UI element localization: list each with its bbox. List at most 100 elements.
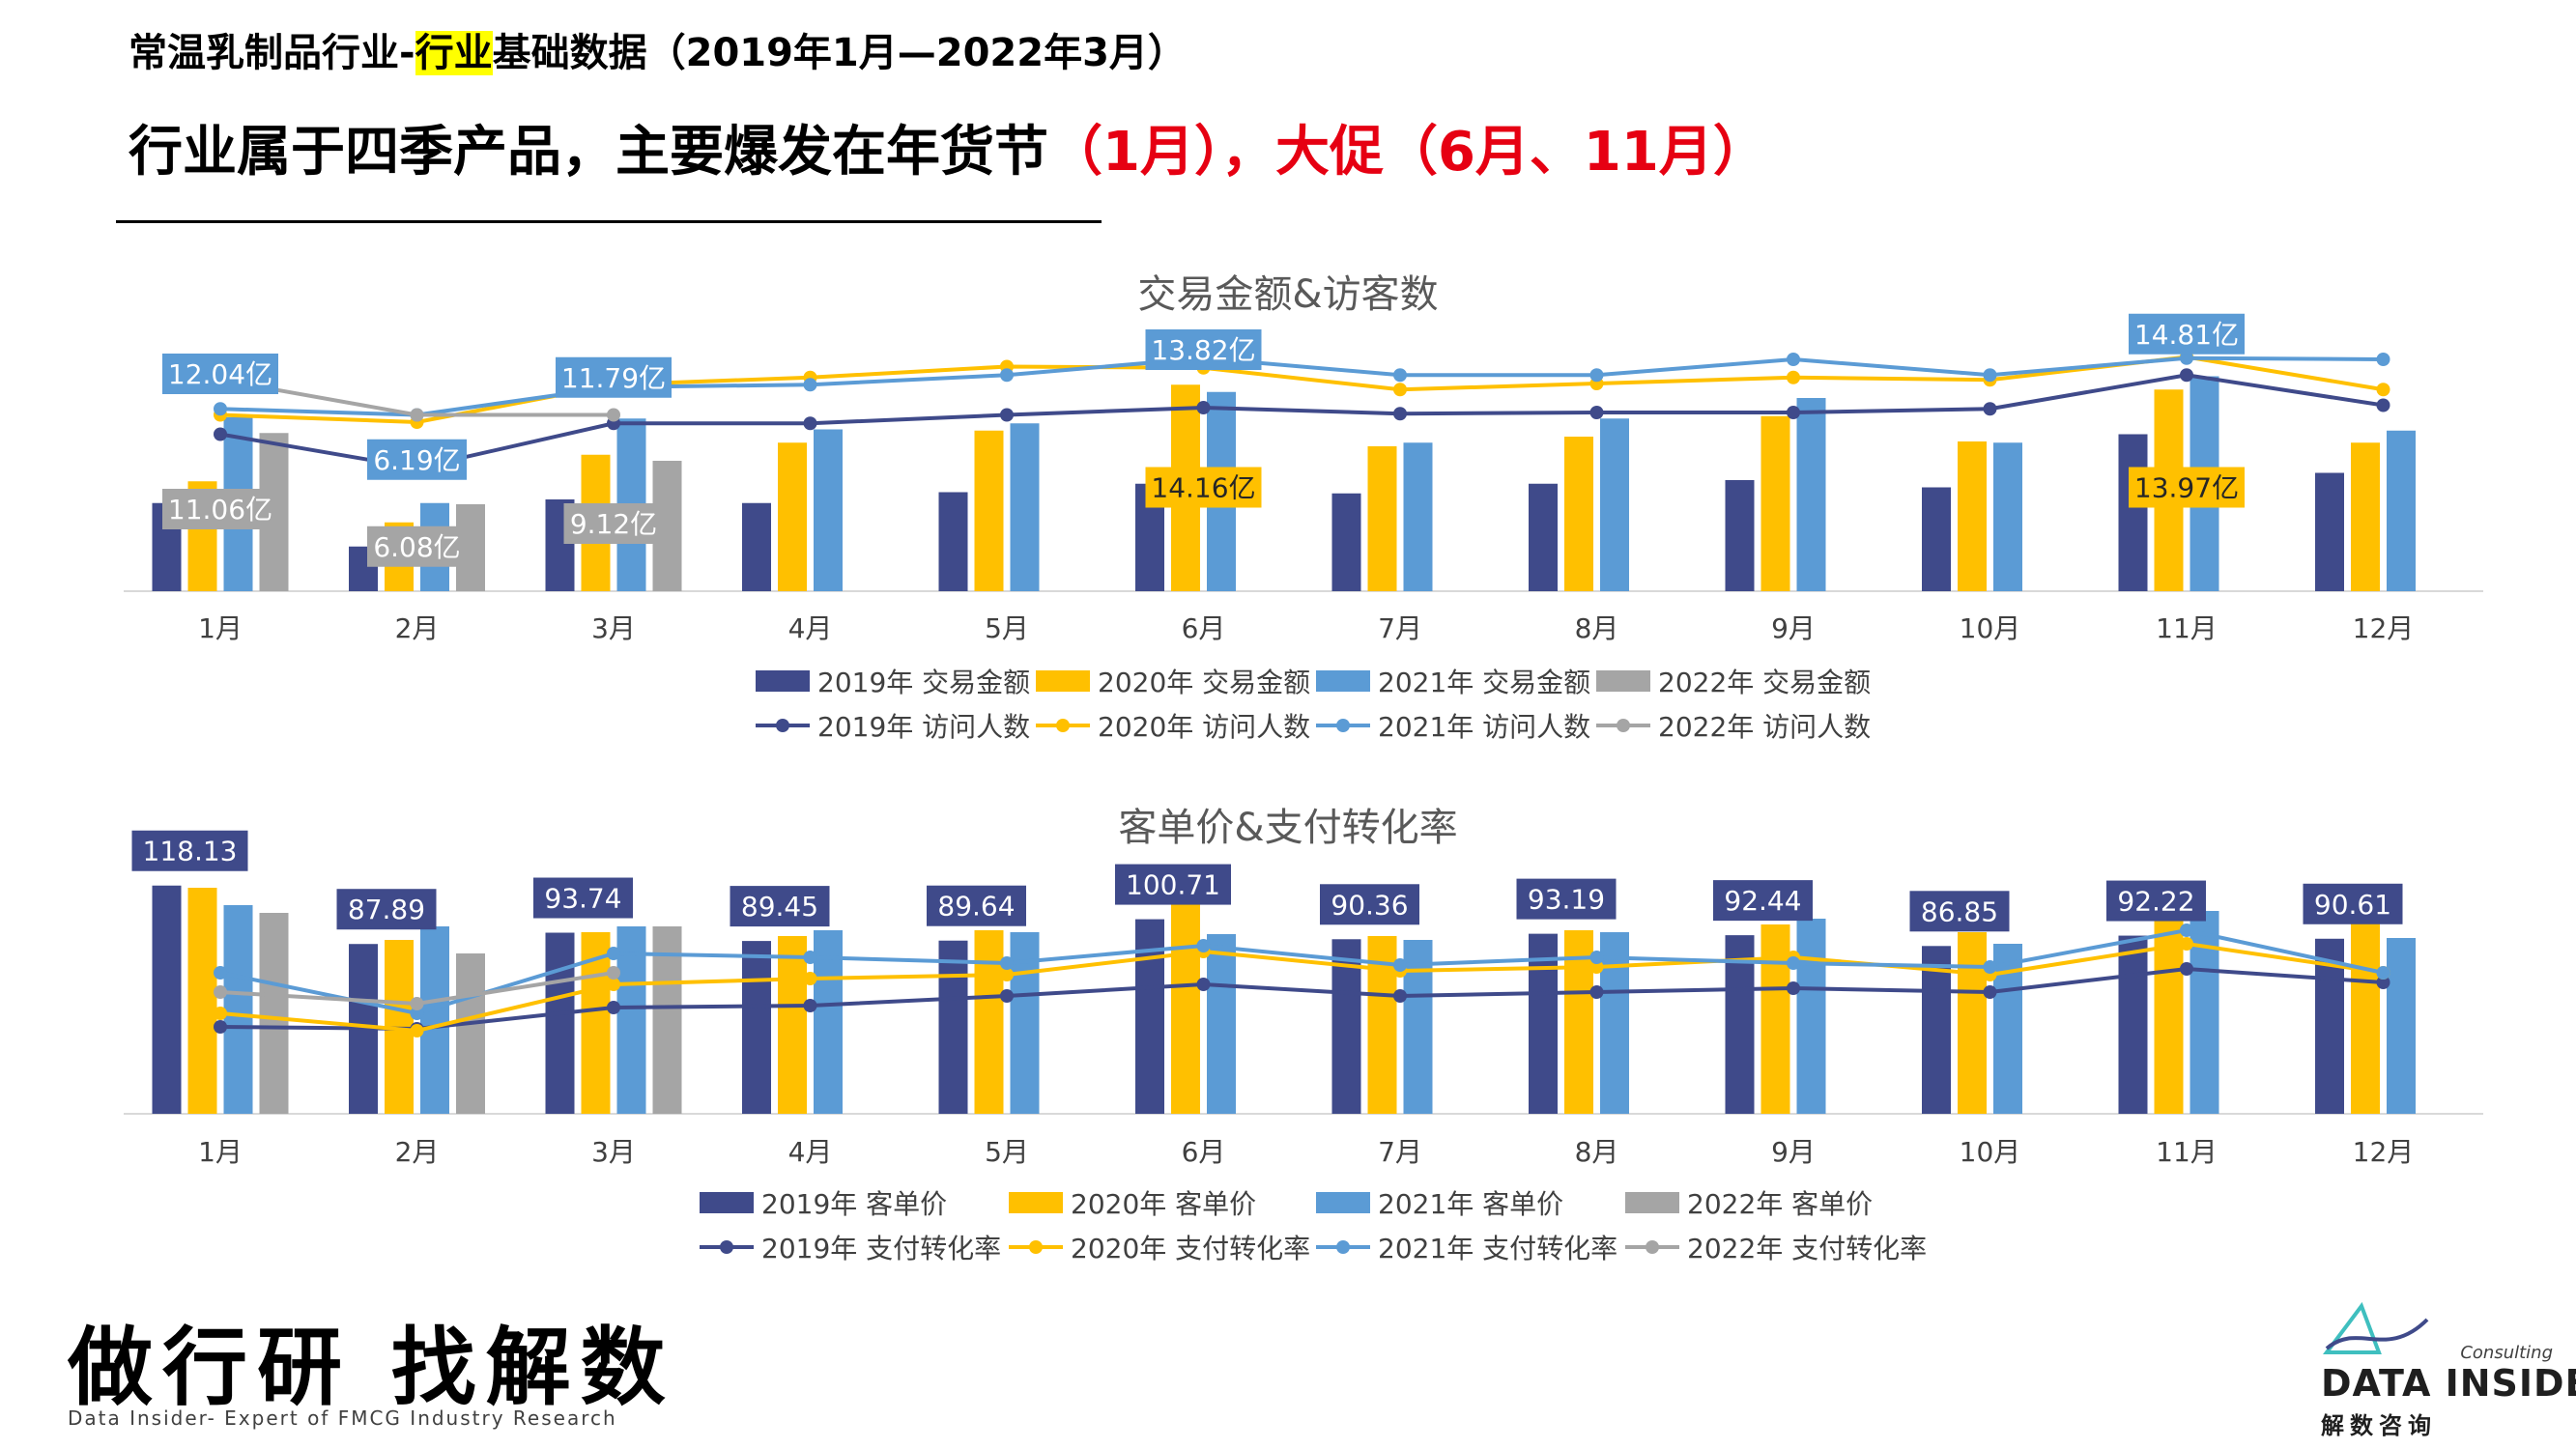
legend-marker-1-7 <box>1646 1240 1659 1254</box>
bar-1-0-10 <box>2118 935 2148 1114</box>
point-1-1-2 <box>607 978 620 991</box>
data-label-0-7: 14.16亿 <box>1151 472 1255 504</box>
data-label-0-0: 12.04亿 <box>168 358 272 390</box>
bar-0-2-11 <box>2387 430 2416 591</box>
title-rule <box>116 220 1102 223</box>
legend-swatch-1-1 <box>1009 1192 1063 1213</box>
point-0-3-2 <box>607 408 620 422</box>
point-1-3-2 <box>607 966 620 980</box>
bar-0-1-3 <box>778 442 807 591</box>
x-tick-0-8: 9月 <box>1771 612 1816 644</box>
point-1-2-1 <box>410 1007 424 1020</box>
bar-1-0-8 <box>1725 935 1755 1114</box>
data-label-box-1-3 <box>730 886 830 927</box>
legend-label-1-1: 2020年 客单价 <box>1071 1188 1256 1220</box>
data-label-1-6: 90.36 <box>1331 889 1408 921</box>
x-tick-1-5: 6月 <box>1182 1136 1226 1168</box>
data-label-0-5: 9.12亿 <box>570 508 657 540</box>
point-1-2-8 <box>1787 956 1800 970</box>
data-label-box-0-3 <box>367 526 467 567</box>
data-label-1-7: 93.19 <box>1528 884 1605 916</box>
legend-swatch-1-3 <box>1625 1192 1679 1213</box>
x-tick-1-8: 9月 <box>1771 1136 1816 1168</box>
data-label-box-0-7 <box>1145 467 1262 508</box>
legend-label-1-6: 2021年 支付转化率 <box>1378 1233 1617 1264</box>
x-tick-1-1: 2月 <box>395 1136 440 1168</box>
point-0-1-8 <box>1787 370 1800 384</box>
legend-label-0-7: 2022年 访问人数 <box>1658 711 1871 743</box>
bar-0-2-9 <box>1993 442 2022 591</box>
bar-1-1-3 <box>778 936 807 1114</box>
legend-label-0-4: 2019年 访问人数 <box>817 711 1030 743</box>
point-0-1-11 <box>2376 383 2390 397</box>
headline-black: 行业属于四季产品，主要爆发在年货节 <box>129 121 1048 184</box>
data-label-1-11: 90.61 <box>2314 889 2391 921</box>
point-1-1-7 <box>1589 960 1604 974</box>
data-label-1-0: 118.13 <box>143 836 238 867</box>
data-label-1-8: 92.44 <box>1724 885 1801 917</box>
data-label-box-0-6 <box>1145 329 1262 370</box>
legend-marker-0-6 <box>1336 719 1350 732</box>
legend-label-0-5: 2020年 访问人数 <box>1098 711 1310 743</box>
point-1-2-7 <box>1589 951 1604 964</box>
logo-mark-icon <box>2323 1302 2429 1354</box>
title-part-2: 基础数据（2019年1月—2022年3月） <box>492 31 1187 75</box>
bar-1-0-7 <box>1529 933 1558 1114</box>
chart-title-1: 客单价&支付转化率 <box>1118 806 1457 850</box>
data-label-box-1-10 <box>2106 880 2206 922</box>
data-label-box-1-8 <box>1713 880 1813 922</box>
title-part-1: 常温乳制品行业- <box>129 31 415 75</box>
legend-swatch-1-2 <box>1316 1192 1370 1213</box>
data-label-box-0-2 <box>367 439 467 480</box>
point-1-0-10 <box>2180 962 2193 976</box>
point-1-0-4 <box>1000 989 1014 1003</box>
legend-marker-1-6 <box>1336 1240 1350 1254</box>
bar-0-2-3 <box>814 429 843 591</box>
point-1-2-9 <box>1983 960 1997 974</box>
bar-0-1-4 <box>974 430 1004 591</box>
bar-0-2-8 <box>1796 398 1826 591</box>
x-tick-0-11: 12月 <box>2353 612 2415 644</box>
legend-marker-0-5 <box>1056 719 1070 732</box>
bar-1-2-5 <box>1207 934 1236 1114</box>
point-0-3-1 <box>410 408 424 422</box>
legend-label-1-0: 2019年 客单价 <box>761 1188 947 1220</box>
bar-1-1-5 <box>1171 899 1200 1114</box>
data-label-box-1-7 <box>1516 878 1617 920</box>
legend-marker-0-7 <box>1617 719 1630 732</box>
point-1-0-6 <box>1393 989 1407 1003</box>
title-highlight: 行业 <box>415 31 493 75</box>
data-label-box-1-11 <box>2303 883 2403 924</box>
data-label-0-1: 11.06亿 <box>168 494 272 526</box>
point-1-2-6 <box>1393 958 1407 972</box>
bar-1-3-0 <box>259 913 289 1114</box>
legend-label-0-6: 2021年 访问人数 <box>1378 711 1590 743</box>
point-0-0-9 <box>1983 402 1997 416</box>
point-1-2-0 <box>214 966 227 980</box>
data-label-box-1-2 <box>533 877 633 919</box>
bar-1-0-3 <box>742 941 771 1114</box>
legend-marker-0-4 <box>776 719 789 732</box>
legend-swatch-0-2 <box>1316 670 1370 692</box>
x-tick-0-5: 6月 <box>1182 612 1226 644</box>
point-0-0-5 <box>1196 401 1211 414</box>
data-label-box-1-6 <box>1320 884 1419 925</box>
bar-0-1-11 <box>2351 442 2380 591</box>
x-tick-0-6: 7月 <box>1378 612 1422 644</box>
point-1-0-5 <box>1196 978 1211 991</box>
bar-0-0-7 <box>1529 483 1558 591</box>
footer-slogan: 做行研 找解数 <box>68 1317 675 1417</box>
bar-1-3-1 <box>456 953 485 1114</box>
bar-1-1-4 <box>974 930 1004 1114</box>
line-1-0 <box>219 966 2384 1032</box>
x-tick-0-4: 5月 <box>985 612 1029 644</box>
bar-0-0-6 <box>1331 493 1361 591</box>
bar-0-1-6 <box>1367 446 1397 591</box>
data-label-1-5: 100.71 <box>1126 869 1220 901</box>
bar-1-2-2 <box>616 926 646 1114</box>
x-tick-1-4: 5月 <box>985 1136 1029 1168</box>
bar-1-0-4 <box>938 940 968 1114</box>
point-0-2-0 <box>214 402 227 416</box>
legend-label-1-2: 2021年 客单价 <box>1378 1188 1563 1220</box>
